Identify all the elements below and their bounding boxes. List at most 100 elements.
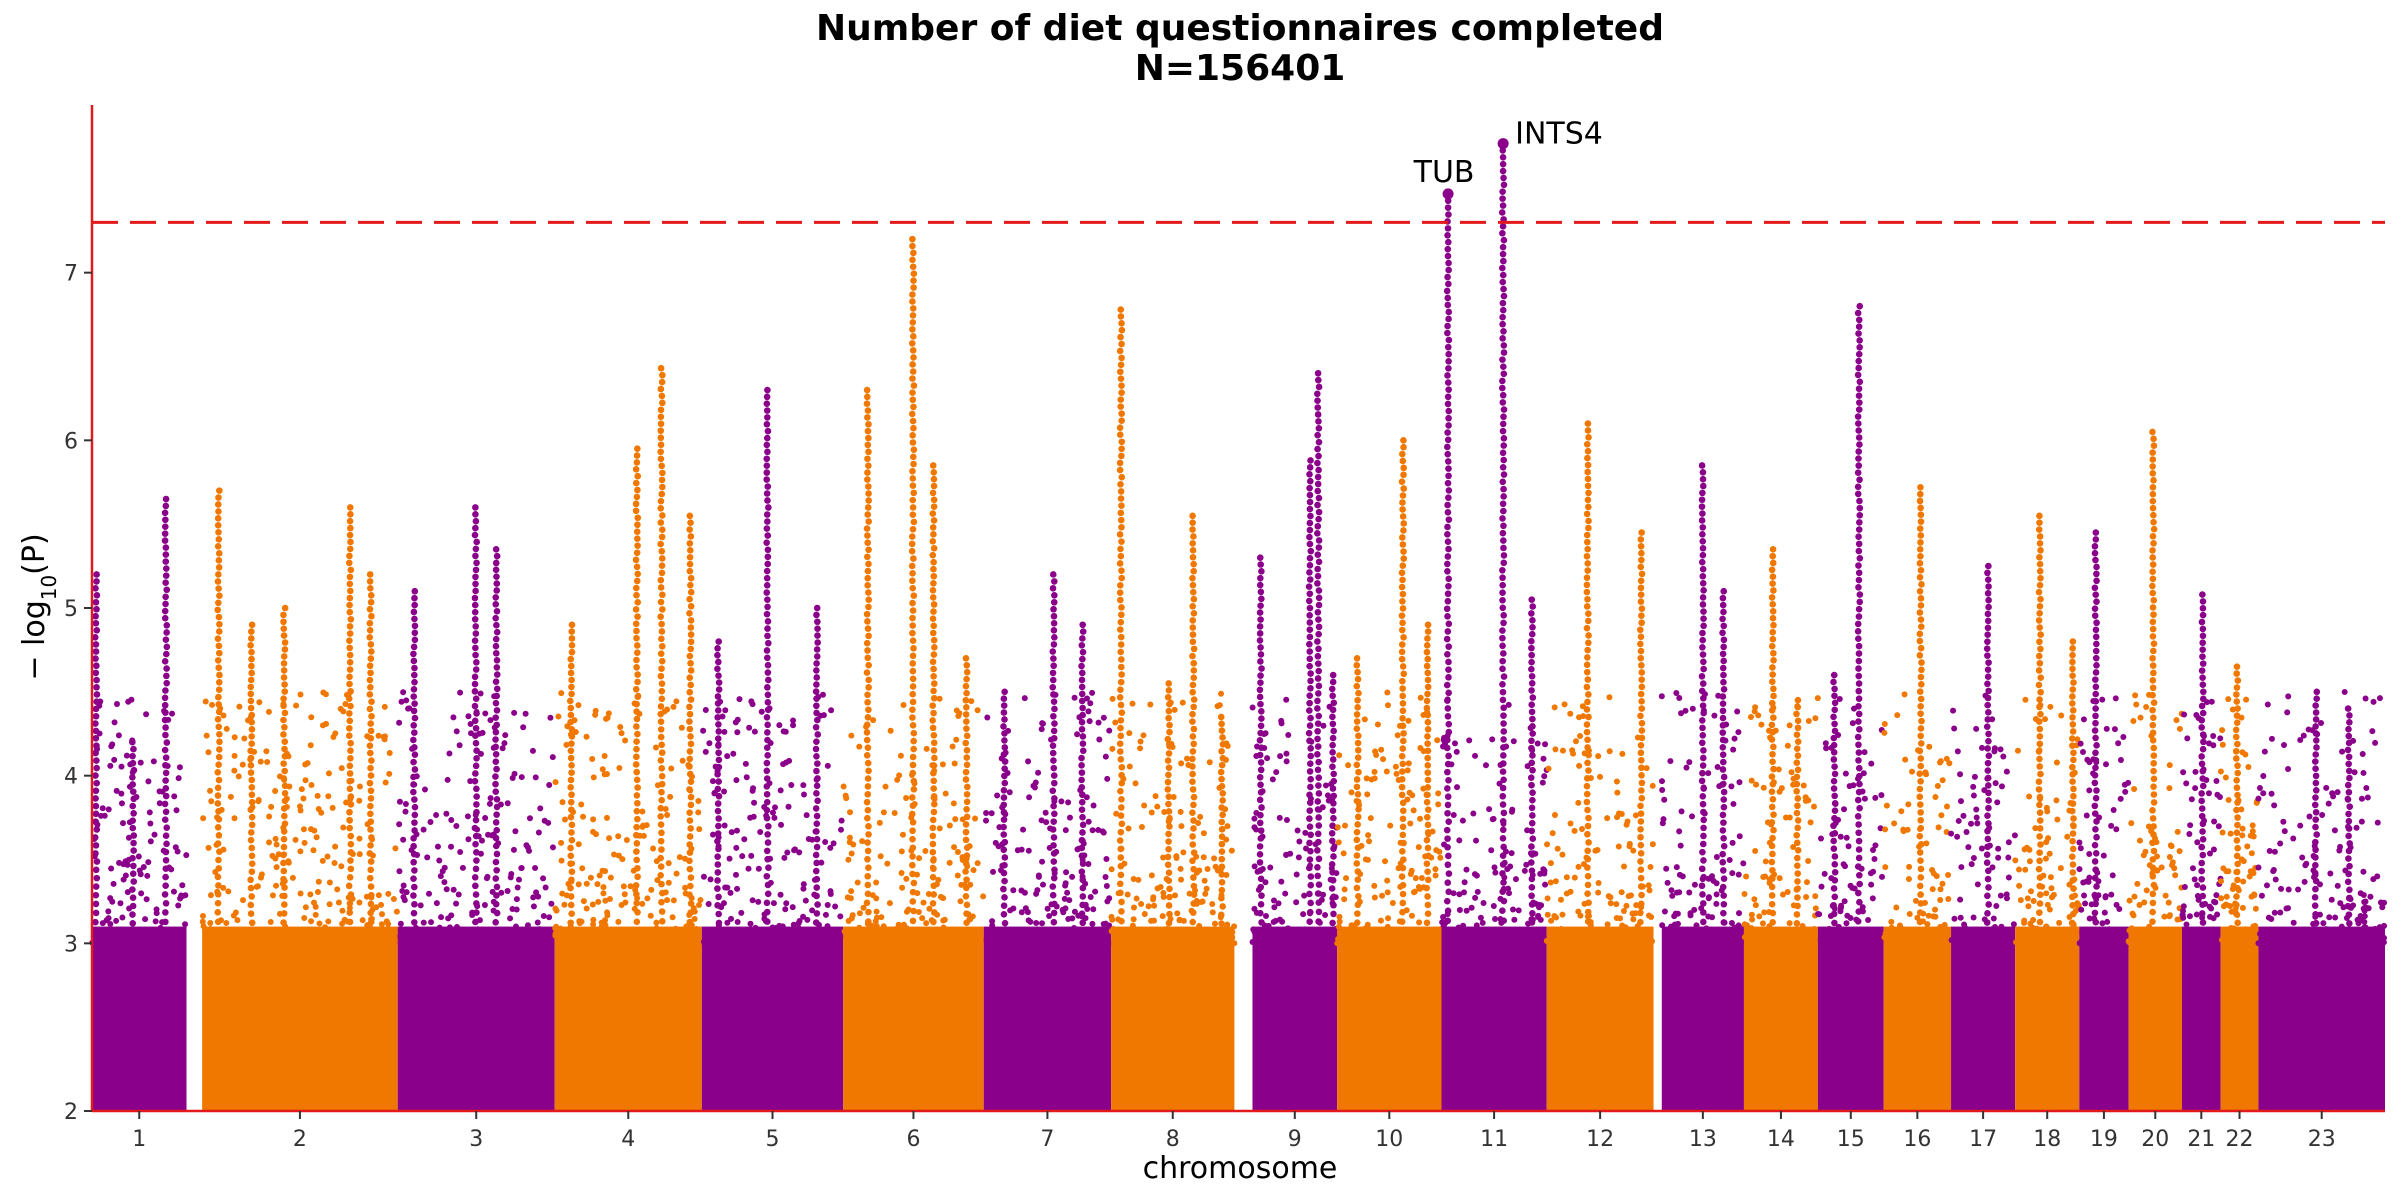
peak-point xyxy=(215,571,222,578)
data-point xyxy=(751,799,758,806)
peak-point xyxy=(1328,885,1336,892)
data-point xyxy=(829,934,836,941)
peak-point xyxy=(411,601,418,609)
peak-point xyxy=(686,526,694,533)
data-point xyxy=(297,848,304,855)
peak-point xyxy=(715,686,723,693)
peak-point xyxy=(1256,796,1264,804)
peak-point xyxy=(214,890,222,898)
peak-point xyxy=(765,639,772,647)
peak-point xyxy=(1528,672,1536,680)
peak-point xyxy=(567,893,575,900)
data-point xyxy=(1010,905,1017,912)
peak-point xyxy=(1050,834,1058,841)
peak-point xyxy=(346,666,354,673)
data-point xyxy=(175,775,182,782)
data-point xyxy=(1085,708,1092,715)
peak-point xyxy=(814,716,821,724)
peak-point xyxy=(215,815,223,823)
peak-point xyxy=(162,516,169,524)
peak-point xyxy=(1189,928,1196,936)
peak-point xyxy=(346,651,354,659)
peak-point xyxy=(1529,603,1537,610)
peak-point xyxy=(1584,420,1592,427)
peak-point xyxy=(764,483,772,490)
peak-point xyxy=(658,642,666,650)
data-point xyxy=(667,793,674,800)
peak-point xyxy=(764,721,771,729)
peak-point xyxy=(1794,870,1802,877)
data-point xyxy=(1062,882,1069,889)
data-point xyxy=(1547,860,1554,867)
data-point xyxy=(1071,694,1078,701)
data-point xyxy=(1729,839,1736,846)
data-point xyxy=(1551,811,1558,818)
data-point xyxy=(115,732,122,739)
data-point xyxy=(1367,815,1374,822)
peak-point xyxy=(410,875,417,882)
data-point xyxy=(561,901,568,908)
peak-point xyxy=(764,684,771,691)
data-point xyxy=(899,884,906,891)
data-point xyxy=(1018,846,1025,853)
peak-point xyxy=(129,752,136,760)
peak-point xyxy=(568,762,575,769)
peak-point xyxy=(764,386,771,394)
peak-point xyxy=(1219,940,1227,947)
peak-point xyxy=(686,857,693,865)
data-point xyxy=(520,724,527,731)
peak-point xyxy=(248,655,255,663)
peak-point xyxy=(1079,740,1087,747)
data-point xyxy=(1473,872,1480,879)
peak-point xyxy=(493,552,501,560)
data-point xyxy=(1417,694,1424,701)
data-point xyxy=(108,865,115,872)
peak-point xyxy=(1314,551,1322,558)
peak-point xyxy=(1117,756,1125,763)
data-point xyxy=(396,821,403,828)
peak-point xyxy=(908,540,916,548)
data-point xyxy=(155,932,162,939)
data-point xyxy=(1742,933,1749,940)
peak-point xyxy=(472,504,479,511)
peak-point xyxy=(686,560,694,568)
peak-point xyxy=(214,840,222,847)
peak-point xyxy=(162,873,169,881)
data-point xyxy=(946,859,953,866)
peak-point xyxy=(492,566,500,574)
data-point xyxy=(648,939,655,946)
peak-point xyxy=(162,636,170,643)
peak-point xyxy=(1637,598,1645,605)
data-point xyxy=(974,860,981,867)
peak-point xyxy=(1050,779,1058,787)
peak-point xyxy=(633,848,640,855)
data-point xyxy=(1069,873,1076,880)
peak-point xyxy=(1793,759,1801,767)
peak-point xyxy=(129,759,137,767)
peak-point xyxy=(1637,654,1645,662)
data-point xyxy=(773,930,780,937)
data-point xyxy=(747,920,754,927)
peak-point xyxy=(632,620,640,628)
peak-point xyxy=(367,940,375,947)
peak-point xyxy=(714,929,722,936)
peak-point xyxy=(280,695,287,702)
peak-point xyxy=(1698,687,1706,695)
peak-point xyxy=(1118,917,1125,925)
data-point xyxy=(1415,844,1422,851)
peak-point xyxy=(1528,867,1536,875)
data-point xyxy=(1800,782,1807,789)
peak-point xyxy=(1257,658,1264,665)
data-point xyxy=(1336,918,1343,925)
peak-point xyxy=(1699,891,1706,898)
peak-point xyxy=(929,629,937,637)
data-point xyxy=(1735,871,1742,878)
data-point xyxy=(1713,900,1720,907)
peak-point xyxy=(1257,835,1265,842)
data-point xyxy=(482,710,489,717)
peak-point xyxy=(763,539,770,546)
peak-point xyxy=(1500,704,1508,712)
data-point xyxy=(1658,693,1665,700)
peak-point xyxy=(632,466,640,473)
peak-point xyxy=(1500,456,1507,464)
